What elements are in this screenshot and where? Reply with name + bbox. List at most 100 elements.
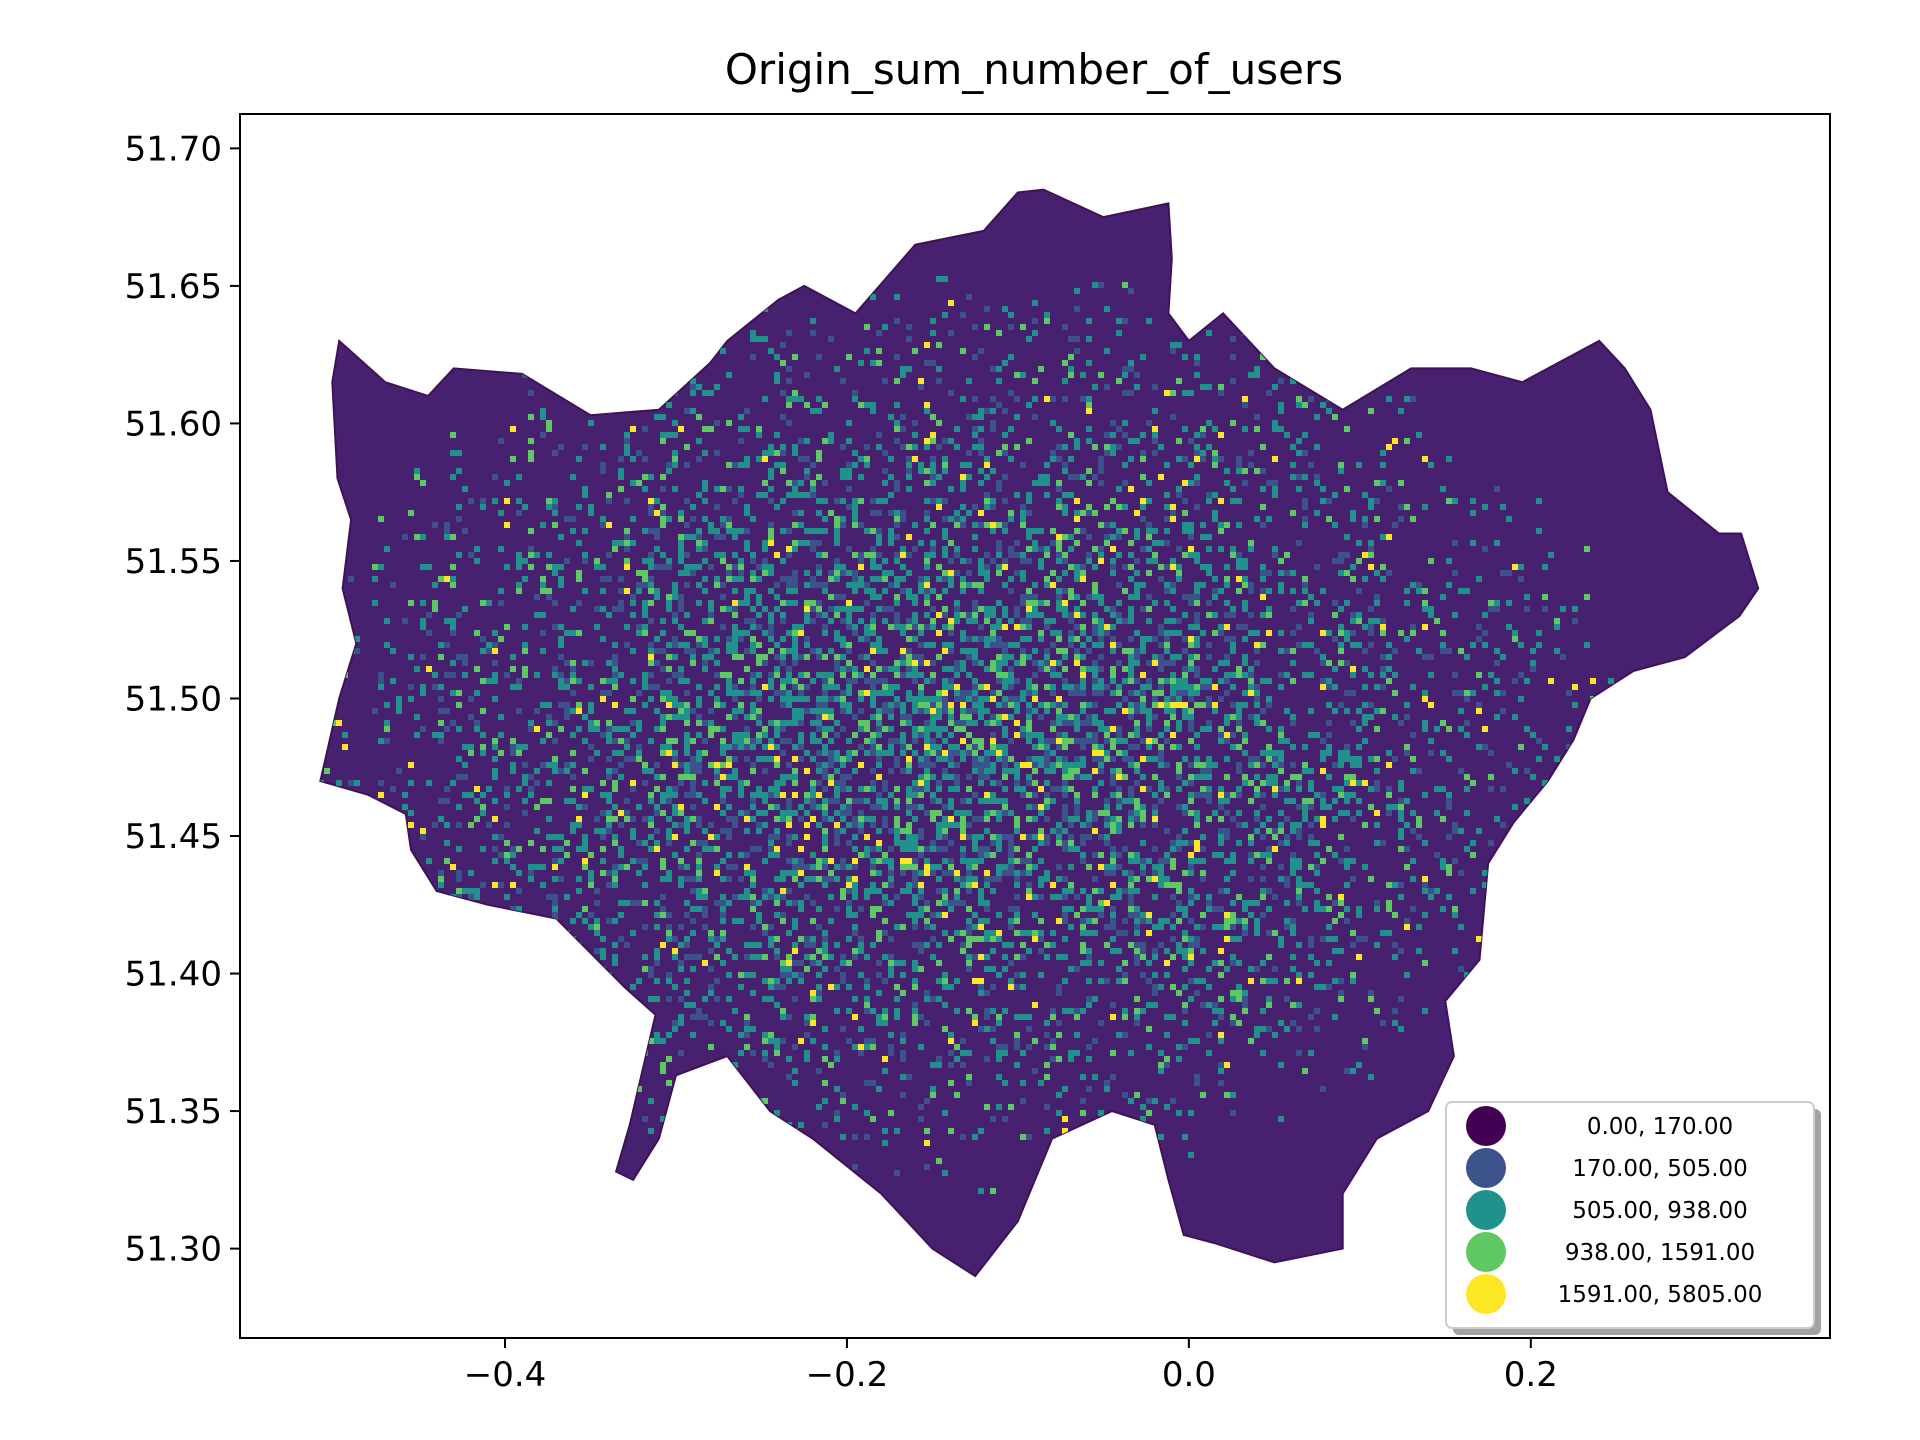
- hex-cell: [654, 498, 660, 504]
- hex-cell: [1254, 690, 1260, 696]
- hex-cell: [546, 552, 552, 558]
- hex-cell: [792, 390, 798, 396]
- hex-cell: [1086, 438, 1092, 444]
- hex-cell: [1452, 498, 1458, 504]
- hex-cell: [654, 660, 660, 666]
- hex-cell: [1584, 594, 1590, 600]
- hex-cell: [684, 744, 690, 750]
- hex-cell: [1230, 486, 1236, 492]
- hex-cell: [924, 774, 930, 780]
- hex-cell: [630, 786, 636, 792]
- hex-cell: [738, 438, 744, 444]
- hex-cell: [942, 768, 948, 774]
- hex-cell: [1086, 468, 1092, 474]
- hex-cell: [996, 864, 1002, 870]
- hex-cell: [1188, 522, 1194, 528]
- hex-cell: [834, 768, 840, 774]
- hex-cell: [678, 624, 684, 630]
- hex-cell: [1206, 786, 1212, 792]
- hex-cell: [1002, 522, 1008, 528]
- hex-cell: [624, 450, 630, 456]
- hex-cell: [1206, 774, 1212, 780]
- hex-cell: [1002, 786, 1008, 792]
- hex-cell: [774, 582, 780, 588]
- hex-cell: [984, 852, 990, 858]
- hex-cell: [1494, 678, 1500, 684]
- hex-cell: [1302, 576, 1308, 582]
- hex-cell: [804, 612, 810, 618]
- hex-cell: [1104, 870, 1110, 876]
- hex-cell: [942, 468, 948, 474]
- hex-cell: [918, 786, 924, 792]
- hex-cell: [1314, 444, 1320, 450]
- hex-cell: [840, 816, 846, 822]
- hex-cell: [864, 630, 870, 636]
- hex-cell: [516, 786, 522, 792]
- hex-cell: [966, 864, 972, 870]
- hex-cell: [1224, 792, 1230, 798]
- hex-cell: [894, 420, 900, 426]
- hex-cell: [1194, 894, 1200, 900]
- hex-cell: [636, 900, 642, 906]
- hex-cell: [840, 702, 846, 708]
- hex-cell: [444, 906, 450, 912]
- hex-cell: [984, 846, 990, 852]
- hex-cell: [1026, 804, 1032, 810]
- hex-cell: [702, 750, 708, 756]
- hex-cell: [1410, 876, 1416, 882]
- hex-cell: [1050, 540, 1056, 546]
- hex-cell: [918, 774, 924, 780]
- hex-cell: [930, 552, 936, 558]
- hex-cell: [822, 702, 828, 708]
- hex-cell: [1158, 744, 1164, 750]
- hex-cell: [822, 876, 828, 882]
- hex-cell: [888, 870, 894, 876]
- hex-cell: [882, 678, 888, 684]
- hex-cell: [864, 798, 870, 804]
- hex-cell: [1188, 600, 1194, 606]
- hex-cell: [1392, 804, 1398, 810]
- hex-cell: [1074, 570, 1080, 576]
- hex-cell: [1110, 894, 1116, 900]
- hex-cell: [1440, 648, 1446, 654]
- hex-cell: [732, 534, 738, 540]
- hex-cell: [840, 468, 846, 474]
- hex-cell: [1206, 768, 1212, 774]
- hex-cell: [1392, 690, 1398, 696]
- hex-cell: [588, 420, 594, 426]
- hex-cell: [1374, 480, 1380, 486]
- hex-cell: [516, 510, 522, 516]
- hex-cell: [804, 654, 810, 660]
- hex-cell: [648, 576, 654, 582]
- hex-cell: [1194, 588, 1200, 594]
- hex-cell: [444, 840, 450, 846]
- hex-cell: [516, 564, 522, 570]
- hex-cell: [1194, 594, 1200, 600]
- hex-cell: [894, 534, 900, 540]
- hex-cell: [438, 576, 444, 582]
- hex-cell: [1302, 642, 1308, 648]
- hex-cell: [1398, 408, 1404, 414]
- hex-cell: [804, 642, 810, 648]
- hex-cell: [846, 612, 852, 618]
- hex-cell: [420, 654, 426, 660]
- hex-cell: [1182, 870, 1188, 876]
- hex-cell: [984, 708, 990, 714]
- hex-cell: [1350, 690, 1356, 696]
- hex-cell: [1038, 840, 1044, 846]
- hex-cell: [1386, 906, 1392, 912]
- hex-cell: [750, 846, 756, 852]
- hex-cell: [1410, 684, 1416, 690]
- hex-cell: [1110, 744, 1116, 750]
- hex-cell: [510, 882, 516, 888]
- hex-cell: [1014, 372, 1020, 378]
- hex-cell: [456, 774, 462, 780]
- hex-cell: [642, 882, 648, 888]
- hex-cell: [1080, 624, 1086, 630]
- hex-cell: [1002, 672, 1008, 678]
- hex-cell: [1134, 744, 1140, 750]
- hex-cell: [408, 810, 414, 816]
- hex-cell: [948, 642, 954, 648]
- hex-cell: [1044, 576, 1050, 582]
- hex-cell: [732, 714, 738, 720]
